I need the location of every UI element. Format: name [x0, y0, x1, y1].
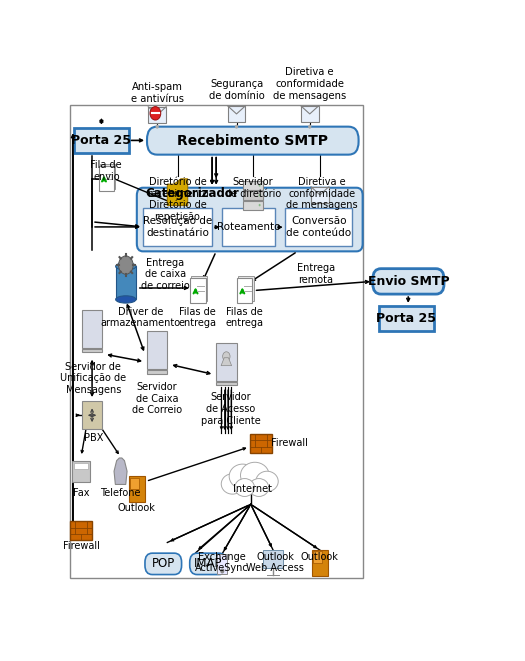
FancyBboxPatch shape [191, 276, 207, 301]
Text: Fax: Fax [73, 488, 89, 498]
Text: Conversão
de conteúdo: Conversão de conteúdo [286, 216, 351, 238]
FancyBboxPatch shape [217, 554, 227, 574]
FancyBboxPatch shape [72, 461, 90, 482]
FancyBboxPatch shape [137, 188, 363, 251]
FancyBboxPatch shape [147, 127, 359, 155]
Text: Driver de
armazenamento: Driver de armazenamento [101, 307, 181, 329]
Circle shape [308, 125, 311, 129]
Polygon shape [167, 179, 188, 206]
Text: Entrega
remota: Entrega remota [297, 264, 335, 285]
FancyBboxPatch shape [147, 370, 167, 373]
FancyBboxPatch shape [243, 181, 262, 190]
Circle shape [150, 106, 161, 120]
Circle shape [235, 125, 238, 129]
Text: Roteamento: Roteamento [217, 222, 280, 232]
FancyBboxPatch shape [99, 167, 114, 191]
FancyBboxPatch shape [82, 348, 102, 352]
Circle shape [155, 125, 159, 129]
FancyBboxPatch shape [130, 478, 139, 489]
Ellipse shape [116, 296, 136, 303]
Circle shape [259, 184, 260, 186]
FancyBboxPatch shape [250, 434, 272, 453]
FancyBboxPatch shape [116, 266, 136, 299]
Text: Porta 25: Porta 25 [376, 312, 436, 325]
Text: POP: POP [152, 557, 175, 570]
Text: Servidor
de diretório: Servidor de diretório [225, 177, 281, 199]
FancyBboxPatch shape [216, 342, 236, 381]
Circle shape [223, 352, 230, 361]
Ellipse shape [229, 464, 256, 488]
FancyBboxPatch shape [70, 104, 363, 578]
Text: Outlook: Outlook [301, 552, 339, 562]
Text: Exchange
ActiveSync: Exchange ActiveSync [195, 552, 249, 573]
FancyBboxPatch shape [70, 521, 92, 541]
FancyBboxPatch shape [264, 550, 283, 568]
FancyBboxPatch shape [100, 165, 116, 189]
Text: Firewall: Firewall [62, 541, 100, 551]
Polygon shape [221, 358, 232, 366]
Text: Porta 25: Porta 25 [71, 134, 131, 147]
FancyBboxPatch shape [147, 331, 167, 369]
FancyBboxPatch shape [301, 106, 319, 122]
FancyBboxPatch shape [373, 268, 444, 294]
Circle shape [259, 194, 260, 196]
FancyBboxPatch shape [286, 208, 352, 247]
FancyBboxPatch shape [227, 106, 246, 122]
Text: Diretiva e
conformidade
de mensagens: Diretiva e conformidade de mensagens [286, 177, 358, 210]
FancyBboxPatch shape [74, 128, 129, 153]
Text: Telefone: Telefone [100, 488, 141, 498]
Text: Filas de
entrega: Filas de entrega [179, 307, 217, 329]
FancyBboxPatch shape [237, 278, 253, 303]
Text: Servidor de
Unificação de
Mensagens: Servidor de Unificação de Mensagens [60, 362, 127, 395]
FancyBboxPatch shape [222, 208, 275, 247]
FancyBboxPatch shape [143, 208, 212, 247]
FancyBboxPatch shape [379, 306, 434, 331]
Text: Fila de
envio: Fila de envio [90, 160, 122, 182]
FancyBboxPatch shape [243, 191, 262, 200]
Text: Segurança
de domínio: Segurança de domínio [208, 79, 265, 100]
FancyBboxPatch shape [216, 381, 236, 385]
Text: Outlook
Web Access: Outlook Web Access [246, 552, 304, 573]
Text: Anti-spam
e antivírus: Anti-spam e antivírus [131, 82, 184, 104]
Ellipse shape [249, 479, 269, 496]
Text: Diretório de
recebimento
Diretório de
repetição: Diretório de recebimento Diretório de re… [146, 177, 208, 222]
Text: IMAP: IMAP [194, 557, 222, 570]
Text: Outlook: Outlook [118, 503, 156, 513]
Text: Entrega
de caixa
de correio: Entrega de caixa de correio [141, 258, 190, 291]
Text: Servidor
de Caixa
de Correio: Servidor de Caixa de Correio [132, 382, 182, 415]
FancyBboxPatch shape [190, 553, 226, 574]
Text: Categorizador: Categorizador [145, 187, 239, 200]
Circle shape [119, 256, 133, 274]
Circle shape [259, 204, 260, 206]
Text: Firewall: Firewall [271, 438, 308, 448]
Text: Internet: Internet [233, 484, 272, 494]
FancyBboxPatch shape [243, 200, 262, 210]
FancyBboxPatch shape [129, 477, 145, 502]
Text: Diretiva e
conformidade
de mensagens: Diretiva e conformidade de mensagens [273, 67, 346, 100]
Polygon shape [114, 458, 127, 485]
Text: Recebimento SMTP: Recebimento SMTP [177, 134, 328, 147]
FancyBboxPatch shape [238, 276, 254, 301]
Ellipse shape [116, 262, 136, 270]
Circle shape [220, 568, 224, 574]
FancyBboxPatch shape [74, 463, 88, 469]
Ellipse shape [240, 462, 269, 488]
FancyBboxPatch shape [312, 550, 328, 576]
Ellipse shape [221, 474, 244, 494]
Text: Envio SMTP: Envio SMTP [368, 275, 449, 288]
FancyBboxPatch shape [313, 551, 322, 563]
Text: Servidor
de Acesso
para Cliente: Servidor de Acesso para Cliente [201, 393, 260, 426]
Ellipse shape [235, 479, 255, 496]
FancyBboxPatch shape [190, 278, 206, 303]
FancyBboxPatch shape [82, 309, 102, 348]
Text: Resolução de
destinatário: Resolução de destinatário [143, 216, 212, 238]
Ellipse shape [256, 471, 278, 492]
Text: Filas de
entrega: Filas de entrega [226, 307, 264, 329]
FancyBboxPatch shape [148, 107, 166, 123]
FancyBboxPatch shape [82, 401, 102, 429]
FancyBboxPatch shape [311, 186, 329, 203]
Text: PBX: PBX [83, 433, 103, 443]
FancyBboxPatch shape [145, 553, 182, 574]
